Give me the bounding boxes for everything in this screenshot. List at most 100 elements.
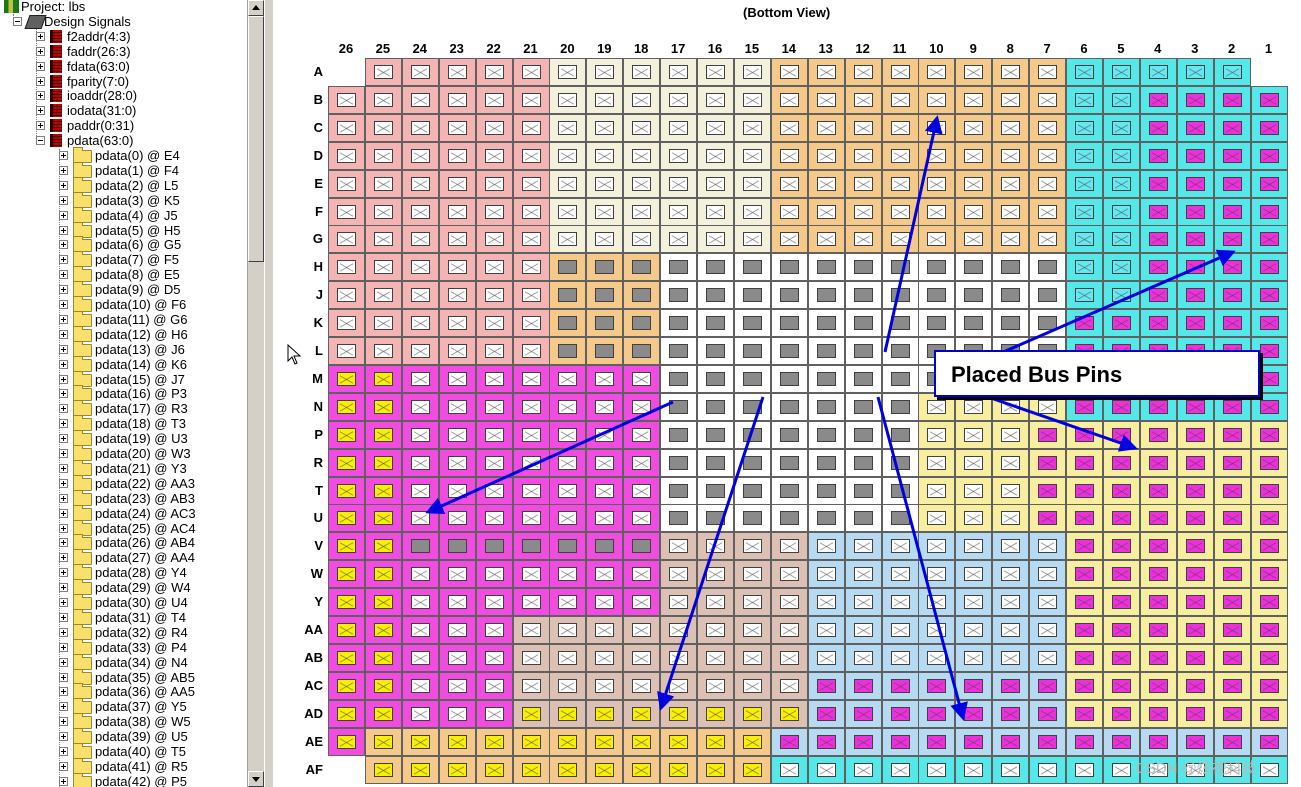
package-pin[interactable] bbox=[770, 755, 808, 784]
package-pin[interactable] bbox=[549, 337, 587, 365]
expand-icon[interactable] bbox=[59, 300, 68, 309]
package-pin[interactable] bbox=[1176, 169, 1214, 198]
package-pin[interactable] bbox=[401, 476, 439, 505]
package-pin[interactable] bbox=[623, 85, 661, 114]
package-pin[interactable] bbox=[1176, 699, 1214, 728]
package-pin[interactable] bbox=[475, 58, 513, 86]
package-pin[interactable] bbox=[364, 58, 402, 86]
package-pin[interactable] bbox=[1250, 253, 1288, 282]
package-pin[interactable] bbox=[697, 476, 734, 505]
package-pin[interactable] bbox=[992, 281, 1030, 310]
package-pin[interactable] bbox=[697, 169, 734, 198]
expand-icon[interactable] bbox=[59, 523, 68, 533]
package-pin[interactable] bbox=[881, 58, 919, 86]
package-pin[interactable] bbox=[844, 448, 882, 477]
package-pin[interactable] bbox=[1213, 58, 1251, 86]
package-pin[interactable] bbox=[328, 392, 365, 421]
package-pin[interactable] bbox=[475, 141, 513, 170]
package-pin[interactable] bbox=[401, 337, 439, 365]
package-pin[interactable] bbox=[475, 727, 513, 756]
package-pin[interactable] bbox=[1029, 532, 1067, 561]
package-pin[interactable] bbox=[918, 727, 956, 756]
package-pin[interactable] bbox=[1029, 448, 1067, 477]
package-pin[interactable] bbox=[1102, 309, 1140, 338]
package-pin[interactable] bbox=[549, 671, 587, 700]
package-pin[interactable] bbox=[1250, 309, 1288, 338]
package-pin[interactable] bbox=[401, 364, 439, 393]
package-pin[interactable] bbox=[807, 141, 845, 170]
package-pin[interactable] bbox=[549, 616, 587, 644]
package-pin[interactable] bbox=[1176, 616, 1214, 644]
package-pin[interactable] bbox=[364, 113, 402, 142]
package-pin[interactable] bbox=[623, 113, 661, 142]
package-pin[interactable] bbox=[733, 169, 771, 198]
package-pin[interactable] bbox=[549, 113, 587, 142]
package-pin[interactable] bbox=[512, 309, 550, 338]
package-pin[interactable] bbox=[549, 253, 587, 282]
expand-icon[interactable] bbox=[36, 106, 45, 116]
package-pin[interactable] bbox=[955, 643, 993, 672]
package-pin[interactable] bbox=[992, 309, 1030, 338]
package-pin[interactable] bbox=[364, 755, 402, 784]
package-pin[interactable] bbox=[328, 616, 365, 644]
package-pin[interactable] bbox=[438, 727, 476, 756]
package-pin[interactable] bbox=[1250, 532, 1288, 561]
package-pin[interactable] bbox=[364, 727, 402, 756]
package-pin[interactable] bbox=[549, 532, 587, 561]
package-pin[interactable] bbox=[401, 141, 439, 170]
package-pin[interactable] bbox=[660, 392, 698, 421]
package-pin[interactable] bbox=[1139, 476, 1177, 505]
package-pin[interactable] bbox=[1250, 197, 1288, 226]
package-pin[interactable] bbox=[1213, 616, 1251, 644]
package-pin[interactable] bbox=[1102, 197, 1140, 226]
package-pin[interactable] bbox=[955, 225, 993, 254]
package-pin[interactable] bbox=[586, 476, 624, 505]
package-pin[interactable] bbox=[1139, 504, 1177, 533]
tree-pdata-item[interactable]: pdata(3) @ K5 bbox=[0, 191, 247, 208]
package-pin[interactable] bbox=[1213, 225, 1251, 254]
package-pin[interactable] bbox=[1139, 588, 1177, 617]
package-pin[interactable] bbox=[512, 253, 550, 282]
package-pin[interactable] bbox=[955, 281, 993, 310]
package-pin[interactable] bbox=[1139, 85, 1177, 114]
package-pin[interactable] bbox=[844, 588, 882, 617]
package-pin[interactable] bbox=[1066, 309, 1103, 338]
package-pin[interactable] bbox=[844, 169, 882, 198]
package-pin[interactable] bbox=[807, 560, 845, 589]
package-pin[interactable] bbox=[549, 58, 587, 86]
package-pin[interactable] bbox=[512, 643, 550, 672]
package-pin[interactable] bbox=[807, 253, 845, 282]
package-pin[interactable] bbox=[586, 448, 624, 477]
package-pin[interactable] bbox=[586, 560, 624, 589]
package-pin[interactable] bbox=[549, 504, 587, 533]
expand-icon[interactable] bbox=[36, 46, 45, 56]
package-pin[interactable] bbox=[1139, 309, 1177, 338]
package-pin[interactable] bbox=[401, 169, 439, 198]
package-pin[interactable] bbox=[955, 448, 993, 477]
scroll-thumb[interactable] bbox=[248, 16, 264, 262]
package-pin[interactable] bbox=[328, 588, 365, 617]
package-pin[interactable] bbox=[918, 420, 956, 449]
package-pin[interactable] bbox=[1250, 755, 1288, 784]
package-pin[interactable] bbox=[401, 225, 439, 254]
tree-bus-item[interactable]: fdata(63:0) bbox=[0, 59, 247, 74]
package-pin[interactable] bbox=[697, 616, 734, 644]
package-pin[interactable] bbox=[1102, 85, 1140, 114]
package-pin[interactable] bbox=[549, 588, 587, 617]
package-pin[interactable] bbox=[512, 58, 550, 86]
package-pin[interactable] bbox=[623, 560, 661, 589]
package-pin[interactable] bbox=[660, 309, 698, 338]
package-pin[interactable] bbox=[697, 588, 734, 617]
package-pin[interactable] bbox=[586, 755, 624, 784]
package-pin[interactable] bbox=[733, 755, 771, 784]
package-pin[interactable] bbox=[807, 225, 845, 254]
package-pin[interactable] bbox=[807, 727, 845, 756]
package-pin[interactable] bbox=[1139, 755, 1177, 784]
package-pin[interactable] bbox=[881, 420, 919, 449]
package-pin[interactable] bbox=[918, 58, 956, 86]
package-pin[interactable] bbox=[1029, 671, 1067, 700]
package-pin[interactable] bbox=[1250, 560, 1288, 589]
package-pin[interactable] bbox=[992, 253, 1030, 282]
package-pin[interactable] bbox=[807, 392, 845, 421]
package-pin[interactable] bbox=[438, 588, 476, 617]
